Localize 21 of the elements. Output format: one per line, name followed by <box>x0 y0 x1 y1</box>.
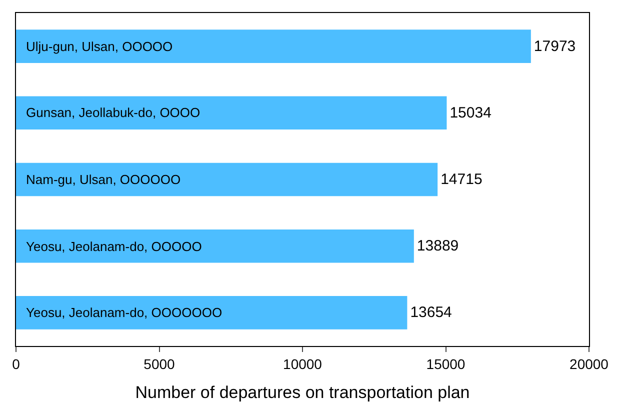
data-label: 13654 <box>410 304 452 322</box>
data-label: 13889 <box>416 238 459 255</box>
y-tick-label: Nam-gu, Ulsan, OOOOOO <box>26 172 181 187</box>
x-axis-title: Number of departures on transportation plan <box>135 383 470 402</box>
x-tick-label: 5000 <box>144 356 176 372</box>
x-tick-label: 20000 <box>570 356 609 372</box>
data-label: 14715 <box>440 171 482 188</box>
x-tick-label: 15000 <box>426 356 466 372</box>
y-tick-label: Yeosu, Jeolanam-do, OOOOOOO <box>26 305 222 320</box>
bar <box>16 96 447 130</box>
data-label: 17973 <box>534 38 576 55</box>
x-tick-label: 0 <box>12 356 20 372</box>
x-tick-label: 10000 <box>283 356 322 372</box>
bar <box>16 30 531 63</box>
bar <box>16 296 408 330</box>
y-tick-label: Yeosu, Jeolanam-do, OOOOO <box>26 239 202 254</box>
y-tick-label: Gunsan, Jeollabuk-do, OOOO <box>26 105 200 120</box>
data-label: 15034 <box>450 104 492 122</box>
bar <box>16 229 414 263</box>
bar <box>16 162 438 196</box>
y-tick-label: Ulju-gun, Ulsan, OOOOO <box>26 39 173 54</box>
